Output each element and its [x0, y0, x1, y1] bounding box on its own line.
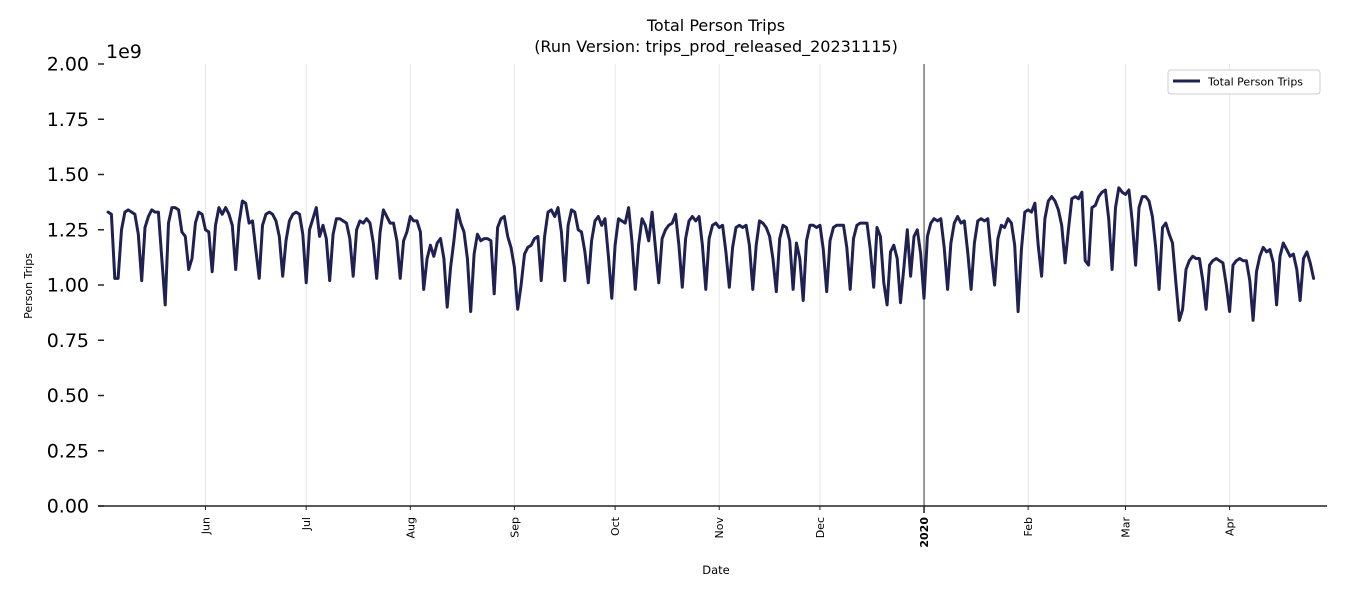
x-tick-label-aug: Aug — [404, 517, 417, 538]
x-tick-label-oct: Oct — [609, 516, 622, 536]
x-tick-label-nov: Nov — [713, 517, 726, 539]
y-axis-ticks: 0.00 0.25 0.50 0.75 1.00 1.25 1.50 1.75 2.00 — [47, 54, 104, 518]
series-line-total-person-trips — [106, 186, 1316, 322]
chart-title: Total Person Trips — [646, 16, 785, 35]
x-axis-label: Date — [702, 563, 730, 577]
y-tick-label: 2.00 — [47, 54, 89, 76]
x-tick-label-jun: Jun — [199, 517, 212, 535]
x-axis-ticks: Jun Jul Aug Sep Oct Nov Dec 2020 Feb Mar Apr — [199, 506, 1237, 548]
legend-box — [1167, 69, 1321, 95]
y-tick-label: 1.25 — [47, 219, 89, 241]
x-tick-label-mar: Mar — [1120, 517, 1133, 538]
x-tick-label-dec: Dec — [814, 517, 827, 538]
y-tick-label: 0.25 — [47, 440, 89, 462]
y-axis-offset-label: 1e9 — [106, 41, 142, 63]
x-tick-label-jul: Jul — [300, 517, 313, 531]
y-tick-label: 1.00 — [47, 275, 89, 297]
chart-subtitle: (Run Version: trips_prod_released_202311… — [534, 37, 898, 57]
y-tick-label: 0.00 — [47, 496, 89, 518]
x-tick-label-apr: Apr — [1224, 517, 1237, 537]
x-tick-label-sep: Sep — [508, 517, 521, 538]
y-tick-label: 1.50 — [47, 164, 89, 186]
y-tick-label: 0.50 — [47, 385, 89, 407]
legend-entry-total-person-trips: Total Person Trips — [1207, 76, 1303, 89]
y-tick-label: 1.75 — [47, 109, 89, 131]
x-tick-label-2020: 2020 — [918, 517, 931, 548]
legend: Total Person Trips — [1167, 69, 1321, 95]
y-tick-label: 0.75 — [47, 330, 89, 352]
vertical-gridlines — [204, 64, 1231, 506]
x-tick-label-feb: Feb — [1022, 517, 1035, 536]
y-axis-label: Person Trips — [22, 253, 35, 319]
